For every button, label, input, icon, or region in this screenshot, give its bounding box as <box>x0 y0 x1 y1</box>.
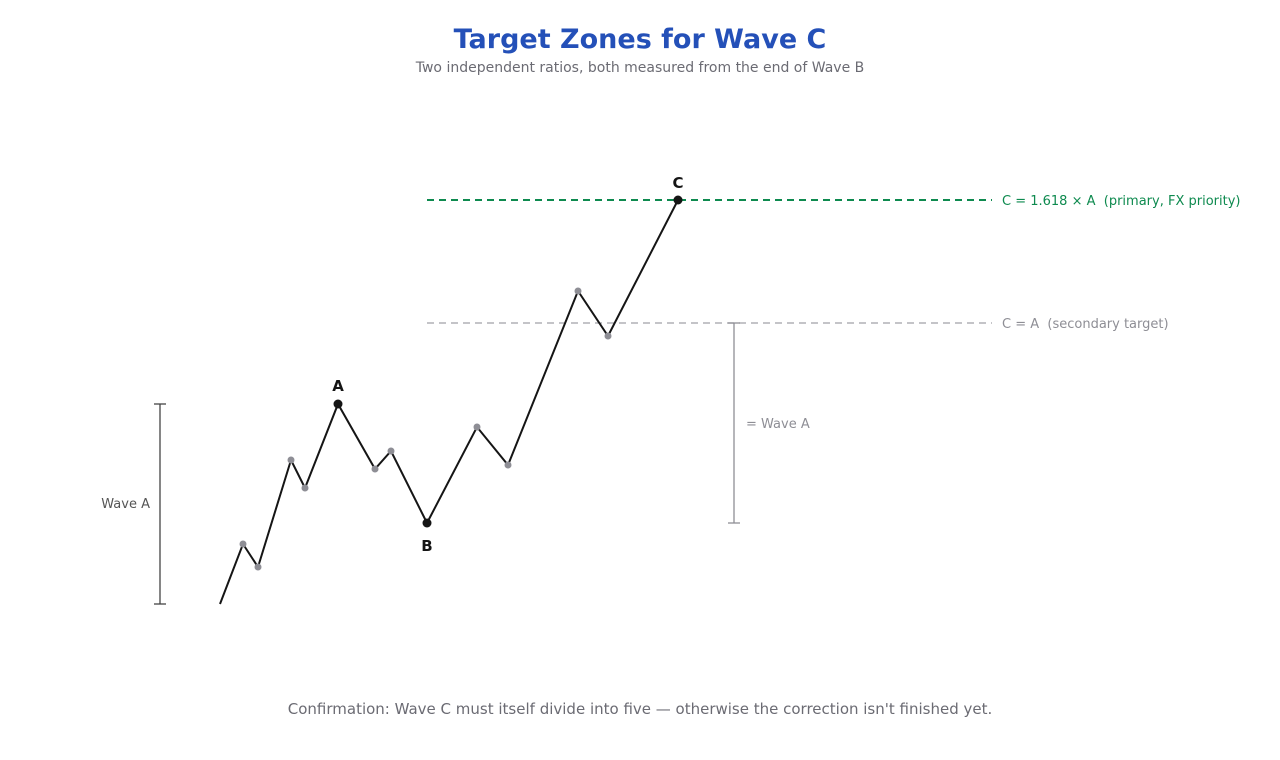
wave-path <box>219 199 679 605</box>
right-measure-label: = Wave A <box>746 417 810 432</box>
pivot-b <box>422 518 432 528</box>
left-measure-label: Wave A <box>101 497 150 512</box>
minor-pivots <box>239 287 612 571</box>
pivot-c <box>673 195 683 205</box>
label-b: B <box>421 537 432 555</box>
primary-target-label: C = 1.618 × A (primary, FX priority) <box>1002 194 1240 209</box>
pivot-a <box>333 399 343 409</box>
right-measure <box>728 322 740 524</box>
secondary-target-label: C = A (secondary target) <box>1002 317 1169 332</box>
footer-note: Confirmation: Wave C must itself divide … <box>288 700 993 718</box>
subtitle: Two independent ratios, both measured fr… <box>415 60 865 76</box>
label-c: C <box>672 174 683 192</box>
title: Target Zones for Wave C <box>454 24 827 55</box>
left-measure <box>154 403 166 605</box>
label-a: A <box>332 377 344 395</box>
